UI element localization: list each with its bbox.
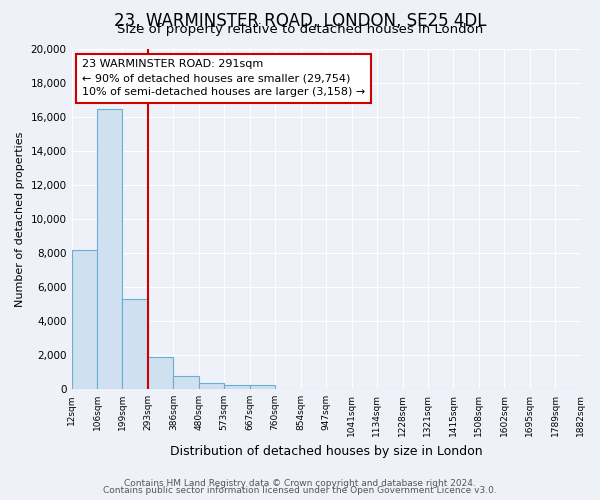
Bar bbox=[71, 250, 97, 389]
Text: Size of property relative to detached houses in London: Size of property relative to detached ho… bbox=[117, 22, 483, 36]
Bar bbox=[199, 383, 224, 389]
Text: Contains public sector information licensed under the Open Government Licence v3: Contains public sector information licen… bbox=[103, 486, 497, 495]
Text: 23 WARMINSTER ROAD: 291sqm
← 90% of detached houses are smaller (29,754)
10% of : 23 WARMINSTER ROAD: 291sqm ← 90% of deta… bbox=[82, 59, 365, 97]
Text: Contains HM Land Registry data © Crown copyright and database right 2024.: Contains HM Land Registry data © Crown c… bbox=[124, 478, 476, 488]
Bar bbox=[122, 299, 148, 389]
Bar bbox=[224, 384, 250, 389]
Bar bbox=[250, 384, 275, 389]
Bar bbox=[148, 357, 173, 389]
Bar bbox=[97, 108, 122, 389]
X-axis label: Distribution of detached houses by size in London: Distribution of detached houses by size … bbox=[170, 444, 482, 458]
Bar bbox=[173, 376, 199, 389]
Text: 23, WARMINSTER ROAD, LONDON, SE25 4DL: 23, WARMINSTER ROAD, LONDON, SE25 4DL bbox=[114, 12, 486, 30]
Y-axis label: Number of detached properties: Number of detached properties bbox=[15, 132, 25, 307]
